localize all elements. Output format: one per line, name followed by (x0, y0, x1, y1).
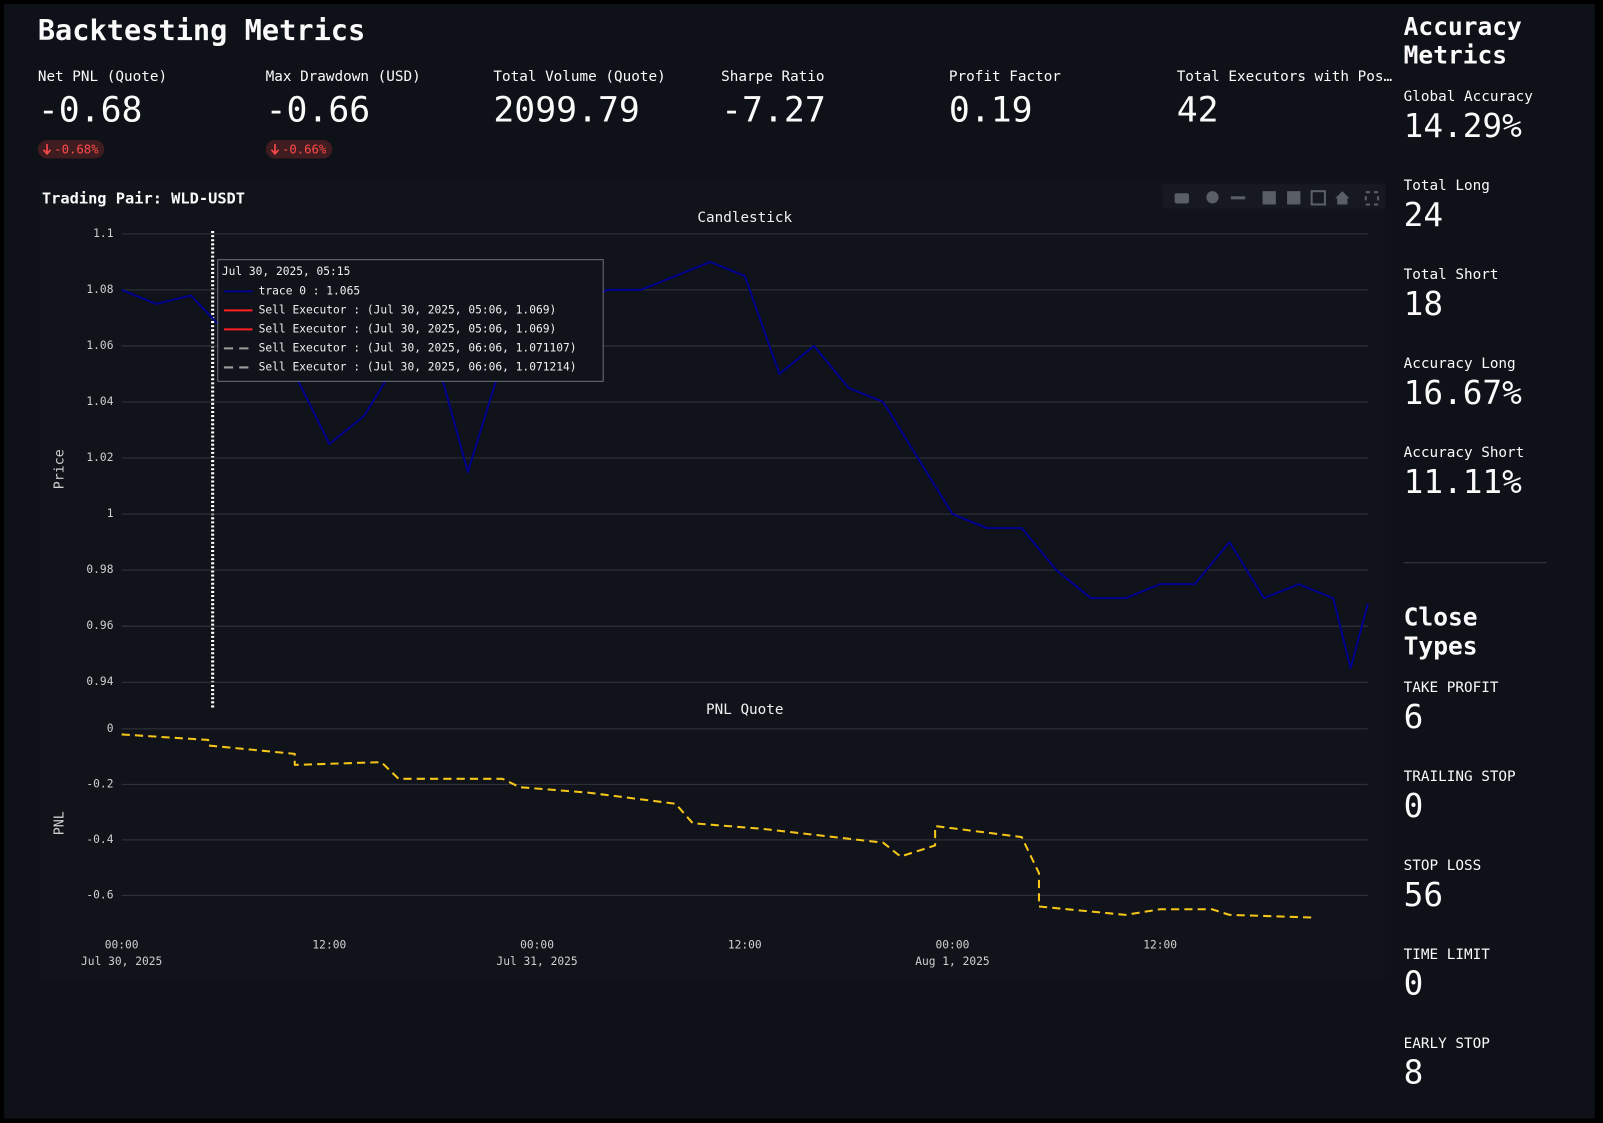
stat-value: 18 (1403, 284, 1444, 324)
tooltip-title: Jul 30, 2025, 05:15 (222, 265, 351, 278)
y-tick-label: 0 (107, 722, 114, 735)
y-tick-label: 0.94 (86, 675, 113, 688)
metric-label: Total Volume (Quote) (493, 68, 666, 85)
metric-label: Max Drawdown (USD) (265, 68, 421, 85)
metric-value: 42 (1176, 89, 1219, 131)
stat-value: 56 (1403, 875, 1444, 914)
stat-label: Accuracy Short (1403, 444, 1525, 462)
chart-title: Trading Pair: WLD-USDT (41, 189, 246, 208)
stat-value: 16.67% (1403, 373, 1522, 412)
section-title: Close Types (1403, 603, 1478, 661)
metric-delta: -0.66% (265, 140, 333, 159)
y-tick-label: 1 (107, 507, 114, 520)
section-title: Accuracy Metrics (1403, 12, 1522, 70)
sidebar-divider (1403, 562, 1547, 564)
tooltip-item: Sell Executor : (Jul 30, 2025, 06:06, 1.… (259, 360, 577, 373)
y-axis-title: Price (52, 449, 67, 489)
y-tick-label: -0.6 (86, 888, 113, 901)
down-arrow (270, 144, 279, 156)
y-axis-title: PNL (52, 811, 67, 835)
stat-label: Accuracy Long (1403, 355, 1516, 373)
data-line (121, 260, 1369, 670)
stat-value: 11.11% (1403, 462, 1522, 501)
metric-label: Net PNL (Quote) (37, 68, 168, 85)
x-tick-label: 12:00 (727, 938, 762, 952)
down-arrow (42, 144, 52, 156)
y-tick-label: -0.2 (86, 777, 113, 790)
x-tick-label: 00:00 Jul 31, 2025 (496, 938, 578, 969)
page-title: Backtesting Metrics (37, 13, 366, 48)
x-tick-label: 12:00 (312, 938, 347, 952)
x-tick-label: 00:00 Aug 1, 2025 (915, 938, 990, 969)
metric-label: Sharpe Ratio (721, 68, 825, 85)
autoscale-icon[interactable] (1310, 190, 1326, 206)
metric-value: 0.19 (948, 89, 1033, 131)
zoom-in-icon[interactable] (1262, 191, 1276, 205)
stat-value: 14.29% (1403, 106, 1522, 146)
metric-label: Profit Factor (948, 68, 1061, 85)
y-tick-label: 1.08 (86, 283, 113, 296)
metric-value: 2099.79 (493, 89, 640, 131)
stat-label: STOP LOSS (1403, 857, 1482, 875)
stat-label: TAKE PROFIT (1403, 679, 1499, 697)
tooltip-item: Sell Executor : (Jul 30, 2025, 05:06, 1.… (259, 303, 557, 316)
tooltip-box (217, 259, 604, 382)
stat-value: 24 (1403, 195, 1444, 235)
y-tick-label: 1.1 (93, 227, 113, 240)
x-tick-label: 00:00 Jul 30, 2025 (81, 938, 163, 969)
delta-text: -0.68% (54, 142, 99, 157)
stat-value: 6 (1403, 697, 1424, 737)
y-tick-label: 0.96 (86, 619, 113, 632)
y-tick-label: 1.02 (86, 451, 113, 464)
pan-icon[interactable] (1230, 196, 1246, 200)
metric-value: -7.27 (721, 89, 826, 131)
metric-value: -0.68 (37, 89, 143, 131)
metric-value: -0.66 (265, 89, 371, 131)
subplot-title: PNL Quote (706, 702, 783, 718)
reset-icon[interactable] (1335, 191, 1350, 205)
y-tick-label: 0.98 (86, 563, 113, 576)
fullscreen-icon[interactable] (1364, 191, 1380, 206)
y-tick-label: -0.4 (86, 833, 113, 846)
y-tick-label: 1.06 (86, 339, 113, 352)
tooltip-item: Sell Executor : (Jul 30, 2025, 06:06, 1.… (259, 341, 577, 354)
subplot-title: Candlestick (697, 210, 792, 226)
metric-delta: -0.68% (37, 140, 105, 159)
chart-toolbar (1162, 184, 1386, 209)
stat-label: Total Short (1403, 266, 1499, 284)
stat-label: Total Long (1403, 177, 1490, 195)
metric-label: Total Executors with Pos… (1176, 68, 1393, 85)
stat-value: 8 (1403, 1052, 1424, 1092)
stat-label: EARLY STOP (1403, 1035, 1490, 1052)
tooltip-item: Sell Executor : (Jul 30, 2025, 05:06, 1.… (259, 322, 557, 335)
stat-label: TIME LIMIT (1403, 946, 1490, 964)
stat-value: 0 (1403, 964, 1424, 1003)
x-tick-label: 12:00 (1143, 938, 1178, 952)
data-line (121, 733, 1316, 919)
stat-label: Global Accuracy (1403, 88, 1533, 106)
zoom-icon[interactable] (1206, 191, 1219, 204)
camera-icon[interactable] (1174, 193, 1189, 204)
zoom-out-icon[interactable] (1287, 191, 1301, 205)
y-tick-label: 1.04 (86, 395, 113, 408)
tooltip-item: trace 0 : 1.065 (259, 284, 360, 297)
stat-value: 0 (1403, 786, 1424, 826)
delta-text: -0.66% (281, 142, 327, 157)
stat-label: TRAILING STOP (1403, 768, 1516, 786)
